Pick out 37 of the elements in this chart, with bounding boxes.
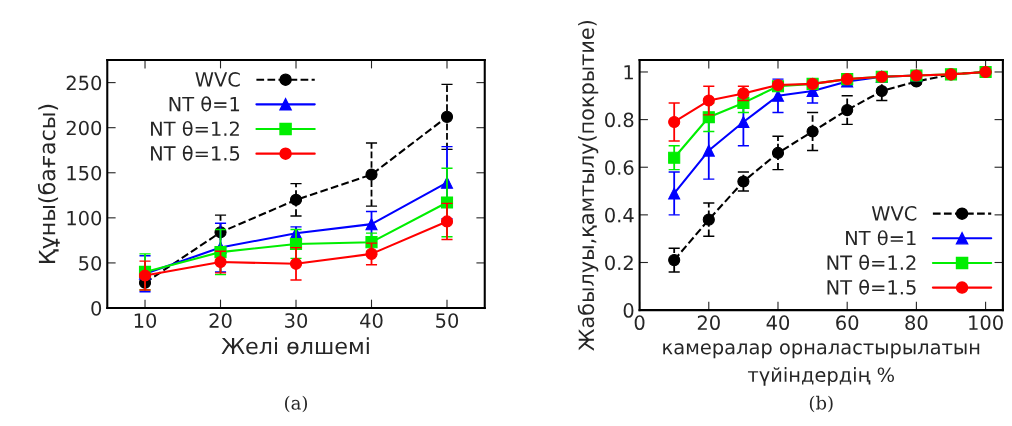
legend-label: NT θ=1 xyxy=(846,230,916,246)
legend-label: WVC xyxy=(871,206,917,221)
legend-label: NT θ=1.5 xyxy=(151,145,240,161)
x-tick-label: 50 xyxy=(436,313,459,328)
y-axis-title: Жабылуы,қамтылу(покрытие) xyxy=(577,20,599,351)
y-tick-label: 0.4 xyxy=(605,207,634,223)
x-tick-label: 10 xyxy=(134,313,157,328)
y-tick-label: 200 xyxy=(66,120,102,136)
y-tick-label: 250 xyxy=(66,75,102,91)
y-tick-label: 150 xyxy=(67,165,102,181)
legend-label: NT θ=1 xyxy=(169,96,240,112)
legend-label: NT θ=1.2 xyxy=(827,254,916,270)
x-tick-label: 20 xyxy=(209,313,232,328)
x-tick-label: 0 xyxy=(634,315,645,331)
x-tick-label: 100 xyxy=(969,315,1003,331)
y-axis-title: Құны(бағасы) xyxy=(37,104,60,263)
text: (a) xyxy=(285,395,308,413)
legend-label: NT θ=1.5 xyxy=(827,279,916,295)
x-axis-title: камералар орналастырылатын түйіндердің % xyxy=(663,343,980,386)
y-tick-label: 0.6 xyxy=(605,160,634,175)
x-axis-title: Желі өлшемі xyxy=(221,337,369,355)
x-tick-label: 30 xyxy=(285,313,308,328)
x-tick-label: 60 xyxy=(836,315,859,331)
x-tick-label: 20 xyxy=(697,315,720,331)
y-tick-label: 0.8 xyxy=(605,112,634,128)
y-tick-label: 1 xyxy=(624,65,633,80)
y-tick-label: 50 xyxy=(79,255,102,271)
y-tick-label: 0 xyxy=(91,300,102,316)
y-tick-label: 0.2 xyxy=(605,255,633,271)
text: (b) xyxy=(809,395,833,413)
x-tick-label: 80 xyxy=(905,315,928,331)
y-tick-label: 100 xyxy=(67,210,102,226)
legend-label: WVC xyxy=(195,72,240,87)
x-tick-label: 40 xyxy=(766,315,790,331)
x-tick-label: 40 xyxy=(360,313,383,328)
legend-label: NT θ=1.2 xyxy=(151,120,239,137)
y-tick-label: 0 xyxy=(623,303,634,318)
